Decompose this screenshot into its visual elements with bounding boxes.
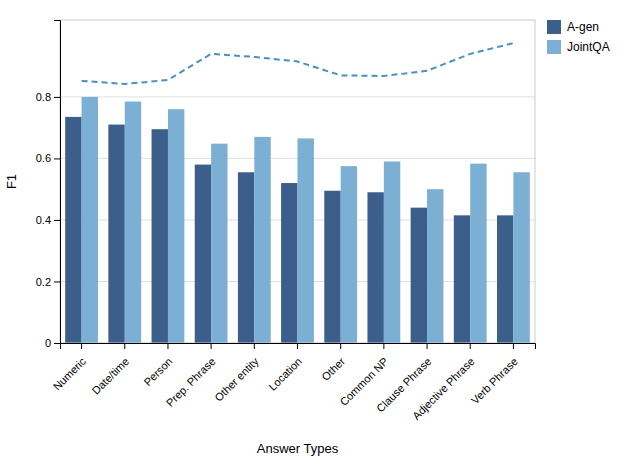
tick-mark — [167, 343, 168, 349]
bar — [82, 97, 98, 343]
bar — [108, 125, 124, 343]
bar — [254, 137, 270, 343]
tick-label: Person — [141, 355, 174, 388]
bar — [65, 117, 81, 343]
bar — [152, 129, 168, 343]
tick-label: Numeric — [51, 355, 89, 393]
tick-label: 0.8 — [36, 91, 51, 103]
tick: Other entity — [212, 343, 261, 404]
tick-mark — [211, 343, 212, 349]
tick: 0.4 — [36, 214, 60, 226]
y-axis-title: F1 — [4, 174, 19, 189]
bar-series — [82, 97, 530, 343]
y-axis: 0 0.2 0.4 0.6 0.8 — [36, 21, 61, 350]
tick-label: Location — [266, 355, 304, 393]
tick: 0.8 — [36, 91, 60, 103]
legend-swatch — [547, 40, 561, 54]
bar — [411, 208, 427, 343]
tick-label: Adjective Phrase — [410, 355, 477, 422]
bar — [384, 162, 400, 343]
tick-mark — [54, 158, 60, 159]
tick-mark — [54, 97, 60, 98]
legend: A-gen JointQA — [547, 20, 610, 54]
bar — [324, 191, 340, 343]
grid-line — [60, 96, 535, 97]
bar — [427, 189, 443, 343]
legend-item: JointQA — [547, 40, 610, 54]
tick-label: Prep. Phrase — [164, 355, 218, 409]
legend-label: JointQA — [567, 40, 610, 54]
tick: Verb Phrase — [469, 343, 520, 406]
tick-label: Date/time — [89, 355, 131, 397]
bar — [238, 172, 254, 343]
legend-label: A-gen — [567, 20, 599, 34]
tick-mark — [81, 343, 82, 349]
tick-label: 0 — [45, 337, 51, 349]
bar — [195, 165, 211, 343]
tick-label: Other entity — [212, 355, 261, 404]
axis-line — [61, 344, 536, 350]
tick: Date/time — [89, 343, 131, 397]
tick-mark — [383, 343, 384, 349]
tick: Location — [266, 343, 304, 393]
bar — [470, 164, 486, 343]
bar — [211, 144, 227, 343]
tick-label: Verb Phrase — [469, 355, 520, 406]
x-axis-title: Answer Types — [257, 441, 339, 456]
tick: Person — [141, 343, 174, 388]
marks — [65, 43, 530, 343]
chart: 0 0.2 0.4 0.6 0.8 NumericDate/time PersonPrep.… — [0, 0, 640, 461]
x-axis: NumericDate/time PersonPrep. PhraseOther … — [51, 343, 536, 422]
tick-mark — [54, 220, 60, 221]
plot: 0 0.2 0.4 0.6 0.8 NumericDate/time PersonPrep.… — [36, 20, 536, 422]
bar — [168, 109, 184, 343]
tick: Other — [319, 343, 347, 383]
tick-mark — [54, 343, 60, 344]
bar — [454, 215, 470, 343]
tick-label: 0.6 — [36, 152, 51, 164]
tick-mark — [54, 281, 60, 282]
bar — [367, 192, 383, 343]
grid — [60, 97, 535, 343]
tick-mark — [297, 343, 298, 349]
legend-item: A-gen — [547, 20, 599, 34]
tick-label: 0.4 — [36, 214, 51, 226]
bar — [298, 138, 314, 343]
axis-line — [54, 21, 61, 344]
tick-mark — [513, 343, 514, 349]
tick: Prep. Phrase — [164, 343, 218, 409]
tick-mark — [254, 343, 255, 349]
tick-mark — [427, 343, 428, 349]
tick-mark — [340, 343, 341, 349]
tick: Adjective Phrase — [410, 343, 477, 422]
bar — [281, 183, 297, 343]
tick: 0.2 — [36, 275, 60, 287]
bar — [497, 215, 513, 343]
tick-label: Other — [319, 355, 347, 383]
legend-swatch — [547, 20, 561, 34]
line — [82, 43, 514, 84]
plot-frame — [60, 20, 535, 343]
tick-mark — [124, 343, 125, 349]
tick-mark — [470, 343, 471, 349]
tick-label: 0.2 — [36, 275, 51, 287]
tick: Numeric — [51, 343, 89, 392]
bar — [125, 102, 141, 343]
bar — [341, 166, 357, 343]
tick: 0 — [45, 337, 60, 349]
tick: 0.6 — [36, 152, 60, 164]
bar — [513, 172, 529, 343]
